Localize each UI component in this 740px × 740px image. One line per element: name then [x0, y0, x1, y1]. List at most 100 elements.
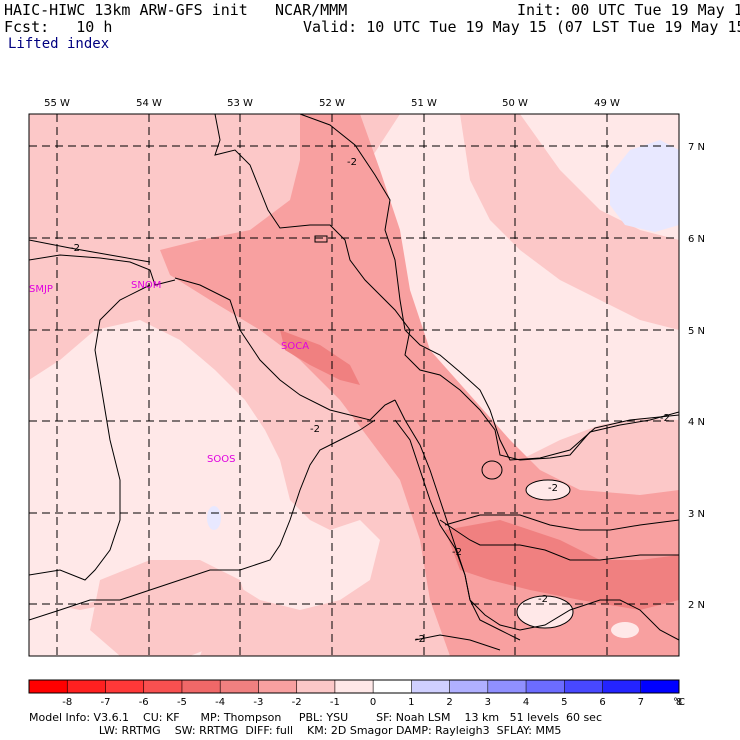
colorbar-tick-label: 7 — [638, 697, 644, 708]
contour-label: -2 — [310, 424, 320, 435]
lon-labels: 55 W 54 W 53 W 52 W 51 W 50 W 49 W — [44, 98, 620, 109]
colorbar-swatch — [143, 680, 183, 693]
colorbar-swatch — [526, 680, 565, 693]
colorbar-tick-label: -1 — [330, 697, 340, 708]
coast-south — [394, 399, 679, 641]
shade-positive-ne — [610, 140, 679, 232]
contour-label: -2 — [660, 413, 670, 424]
contour-west — [29, 239, 151, 263]
contour-label: -2 — [548, 483, 558, 494]
border-suriname-fg — [174, 277, 396, 421]
border-guyana-brazil — [29, 284, 151, 581]
shade-se-dark — [445, 520, 679, 610]
contour-ring1 — [525, 479, 571, 501]
shade-central-band — [160, 114, 679, 656]
colorbar-tick-label: 4 — [523, 697, 529, 708]
lon-label: 52 W — [319, 98, 345, 109]
colorbar-tick-label: -7 — [100, 697, 110, 708]
valid-time: Valid: 10 UTC Tue 19 May 15 (07 LST Tue … — [303, 18, 740, 36]
colorbar-swatch — [67, 680, 106, 693]
model-info-line2: LW: RRTMG SW: RRTMG DIFF: full KM: 2D Sm… — [29, 724, 562, 737]
colorbar-swatch — [181, 680, 221, 693]
lon-label: 55 W — [44, 98, 70, 109]
map-frame — [28, 113, 680, 657]
colorbar-swatch — [449, 680, 489, 693]
colorbar-tick-label: -4 — [215, 697, 225, 708]
colorbar-swatch — [640, 680, 680, 693]
contour-se — [444, 514, 679, 531]
init-time: Init: 00 UTC Tue 19 May 15 — [517, 1, 740, 19]
organization: NCAR/MMM — [275, 1, 348, 19]
model-info-line1: Model Info: V3.6.1 CU: KF MP: Thompson P… — [29, 711, 602, 724]
lat-label: 4 N — [688, 417, 705, 428]
island — [314, 235, 328, 243]
colorbar-swatch — [411, 680, 451, 693]
colorbar-tick-label: 0 — [370, 697, 376, 708]
colorbar-swatch — [105, 680, 145, 693]
contour-label: -2 — [538, 594, 548, 605]
colorbar-unit: °C — [673, 697, 685, 708]
model-title: HAIC-HIWC 13km ARW-GFS init — [4, 1, 248, 19]
lat-labels: 7 N 6 N 5 N 4 N 3 N 2 N — [688, 142, 705, 611]
colorbar-swatch — [373, 680, 412, 693]
lon-label: 53 W — [227, 98, 253, 109]
colorbar-swatch — [258, 680, 298, 693]
coastline — [214, 114, 679, 461]
colorbar-swatch — [29, 680, 68, 693]
border-fg-brazil — [29, 419, 376, 621]
lat-label: 6 N — [688, 234, 705, 245]
contour-value-labels: -2 -2 -2 -2 -2 -2 -2 -2 — [70, 157, 670, 645]
colorbar-tick-label: 6 — [599, 697, 605, 708]
contour-bottom — [414, 634, 501, 651]
contour-ring2 — [516, 595, 574, 629]
contour-south — [394, 419, 521, 641]
colorbar-tick-label: -5 — [177, 697, 187, 708]
field-name: Lifted index — [8, 36, 110, 52]
contour-label: -2 — [415, 634, 425, 645]
border-guyana-suriname — [29, 254, 176, 286]
colorbar-tick-label: -8 — [62, 697, 72, 708]
station-labels: SMJP SNOM SOCA SOOS — [29, 280, 309, 465]
colorbar-tick-label: -3 — [253, 697, 263, 708]
colorbar-tick-label: 8 — [676, 697, 682, 708]
coast-amapa — [439, 519, 679, 561]
contour-lines — [29, 114, 679, 651]
shaded-field — [29, 114, 679, 656]
shade-positive-interior — [207, 506, 221, 530]
station-smjp: SMJP — [29, 284, 53, 295]
borders — [29, 114, 679, 641]
shade-socal-dark — [280, 330, 360, 385]
shade-interior-light — [29, 320, 380, 610]
colorbar-tick-label: 2 — [446, 697, 452, 708]
colorbar-tick-label: 5 — [561, 697, 567, 708]
lat-label: 7 N — [688, 142, 705, 153]
colorbar-swatch — [564, 680, 604, 693]
lon-label: 50 W — [502, 98, 528, 109]
contour-label: -2 — [70, 243, 80, 254]
station-snom: SNOM — [131, 280, 161, 291]
contour-label: -2 — [452, 547, 462, 558]
colorbar-swatch — [602, 680, 642, 693]
lat-label: 5 N — [688, 326, 705, 337]
lat-label: 3 N — [688, 509, 705, 520]
shade-patch-e1 — [526, 480, 570, 500]
colorbar: -8 -7 -6 -5 -4 -3 -2 -1 0 1 2 3 4 5 6 7 8 — [28, 679, 682, 708]
colorbar-swatch — [220, 680, 259, 693]
lon-label: 49 W — [594, 98, 620, 109]
shade-sw-mid — [90, 560, 250, 656]
lon-label: 54 W — [136, 98, 162, 109]
colorbar-swatch — [334, 680, 374, 693]
contour-north — [299, 114, 679, 461]
colorbar-swatch — [296, 680, 336, 693]
shade-patch-e3 — [611, 622, 639, 638]
lon-label: 51 W — [411, 98, 437, 109]
colorbar-swatch — [487, 680, 527, 693]
colorbar-tick-label: -6 — [139, 697, 149, 708]
forecast-hour: Fcst: 10 h — [4, 18, 113, 36]
contour-label: -2 — [347, 157, 357, 168]
colorbar-tick-label: 3 — [485, 697, 491, 708]
graticule — [29, 114, 679, 656]
lat-label: 2 N — [688, 600, 705, 611]
colorbar-tick-label: 1 — [408, 697, 414, 708]
